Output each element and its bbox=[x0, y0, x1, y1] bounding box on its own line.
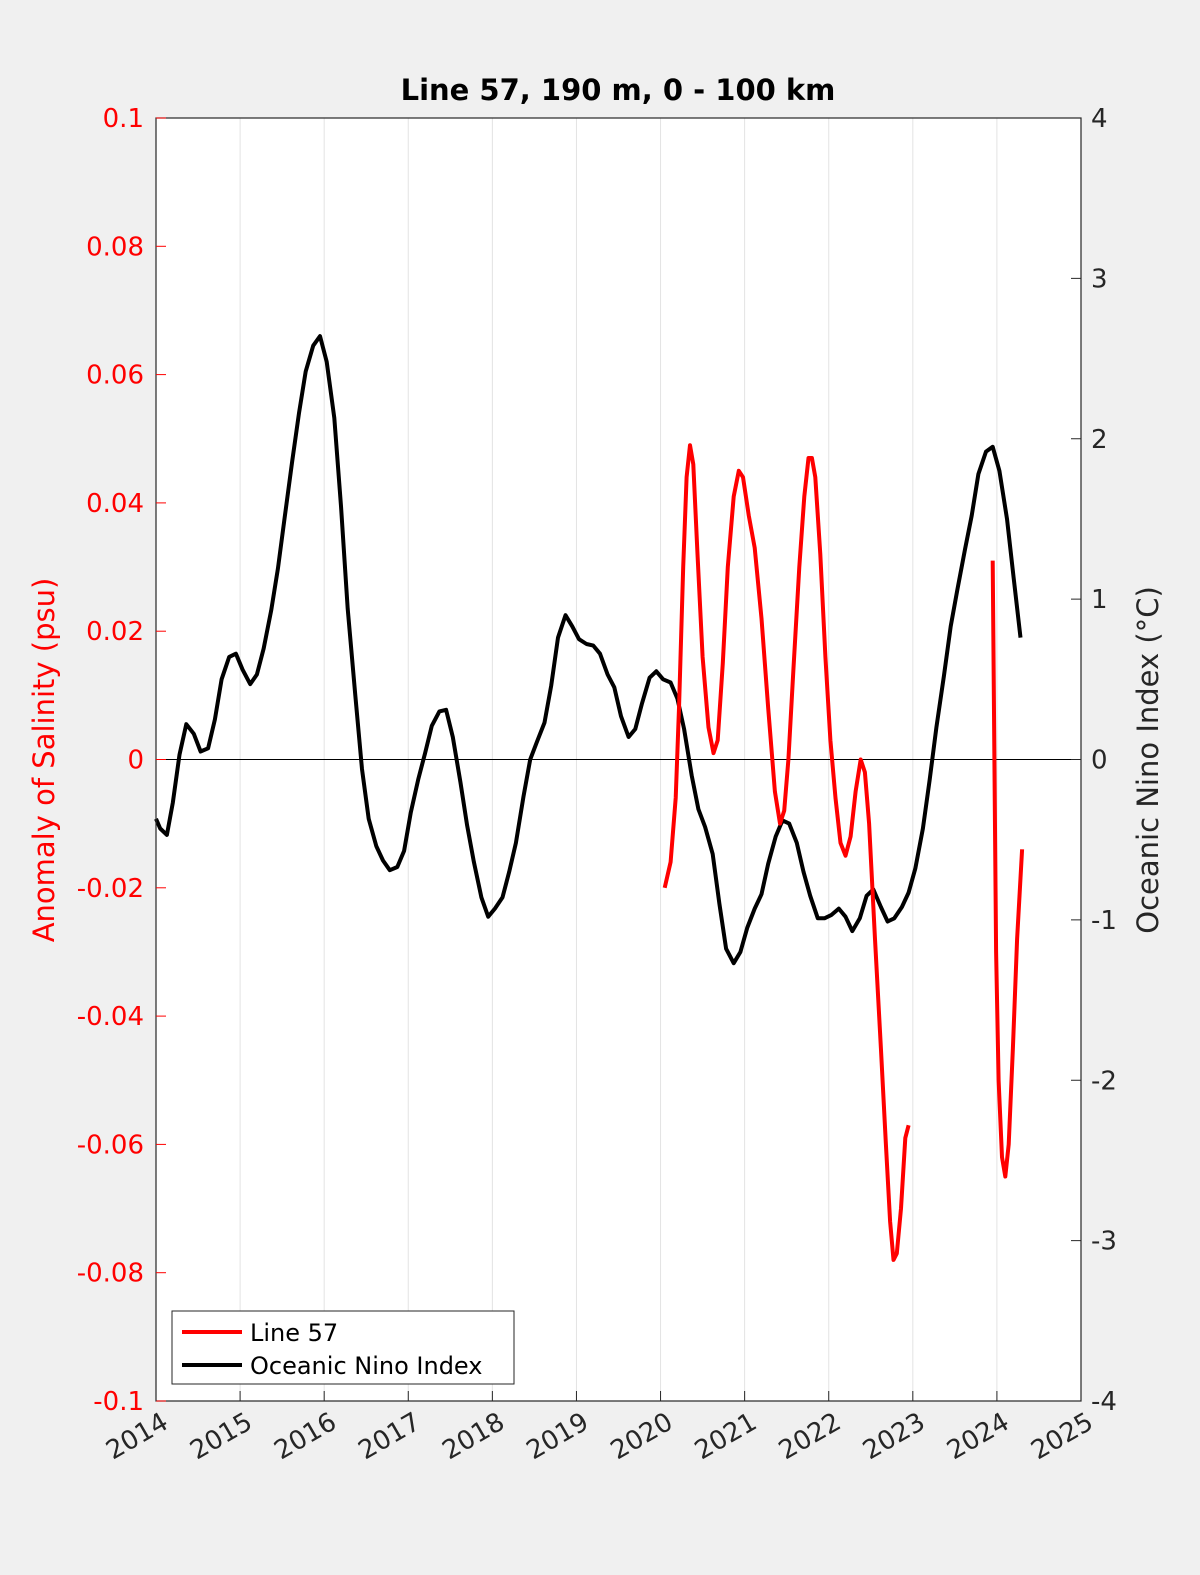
left-tick-label: -0.1 bbox=[93, 1387, 144, 1417]
left-tick-label: 0.08 bbox=[86, 232, 144, 262]
legend-label-oni: Oceanic Nino Index bbox=[250, 1352, 482, 1380]
right-tick-label: 0 bbox=[1091, 746, 1108, 776]
left-tick-label: 0 bbox=[127, 746, 144, 776]
legend: Line 57 Oceanic Nino Index bbox=[171, 1310, 515, 1385]
left-axis-label: Anomaly of Salinity (psu) bbox=[27, 578, 61, 943]
left-tick-label: 0.1 bbox=[103, 104, 144, 134]
right-axis-label: Oceanic Nino Index (°C) bbox=[1131, 586, 1165, 934]
legend-box bbox=[171, 1310, 515, 1385]
legend-label-line-57: Line 57 bbox=[250, 1319, 338, 1347]
series-line-line-57 bbox=[990, 560, 1025, 1179]
right-tick-label: -4 bbox=[1091, 1387, 1117, 1417]
left-tick-label: 0.06 bbox=[86, 361, 144, 391]
right-tick-label: -1 bbox=[1091, 906, 1117, 936]
left-tick-label: -0.04 bbox=[77, 1002, 144, 1032]
left-tick-label: 0.04 bbox=[86, 489, 144, 519]
right-tick-label: 2 bbox=[1091, 425, 1108, 455]
right-tick-label: -2 bbox=[1091, 1066, 1117, 1096]
series-line-line-57 bbox=[662, 443, 911, 1262]
left-tick-label: -0.06 bbox=[77, 1130, 144, 1160]
left-tick-label: 0.02 bbox=[86, 617, 144, 647]
right-axis-ticks: 4 3 2 1 0 -1 -2 -3 -4 bbox=[1071, 104, 1117, 1417]
series-layer bbox=[154, 334, 1025, 1262]
series-line-oceanic-nino-index bbox=[154, 334, 1023, 966]
right-tick-label: -3 bbox=[1091, 1227, 1117, 1257]
right-tick-label: 1 bbox=[1091, 585, 1108, 615]
left-tick-label: -0.02 bbox=[77, 874, 144, 904]
chart-title: Line 57, 190 m, 0 - 100 km bbox=[401, 73, 836, 107]
left-axis-ticks: 0.1 0.08 0.06 0.04 0.02 0 -0.02 -0.04 -0.06 -0.08… bbox=[77, 104, 166, 1417]
left-tick-label: -0.08 bbox=[77, 1259, 144, 1289]
right-tick-label: 4 bbox=[1091, 104, 1108, 134]
right-tick-label: 3 bbox=[1091, 264, 1108, 294]
